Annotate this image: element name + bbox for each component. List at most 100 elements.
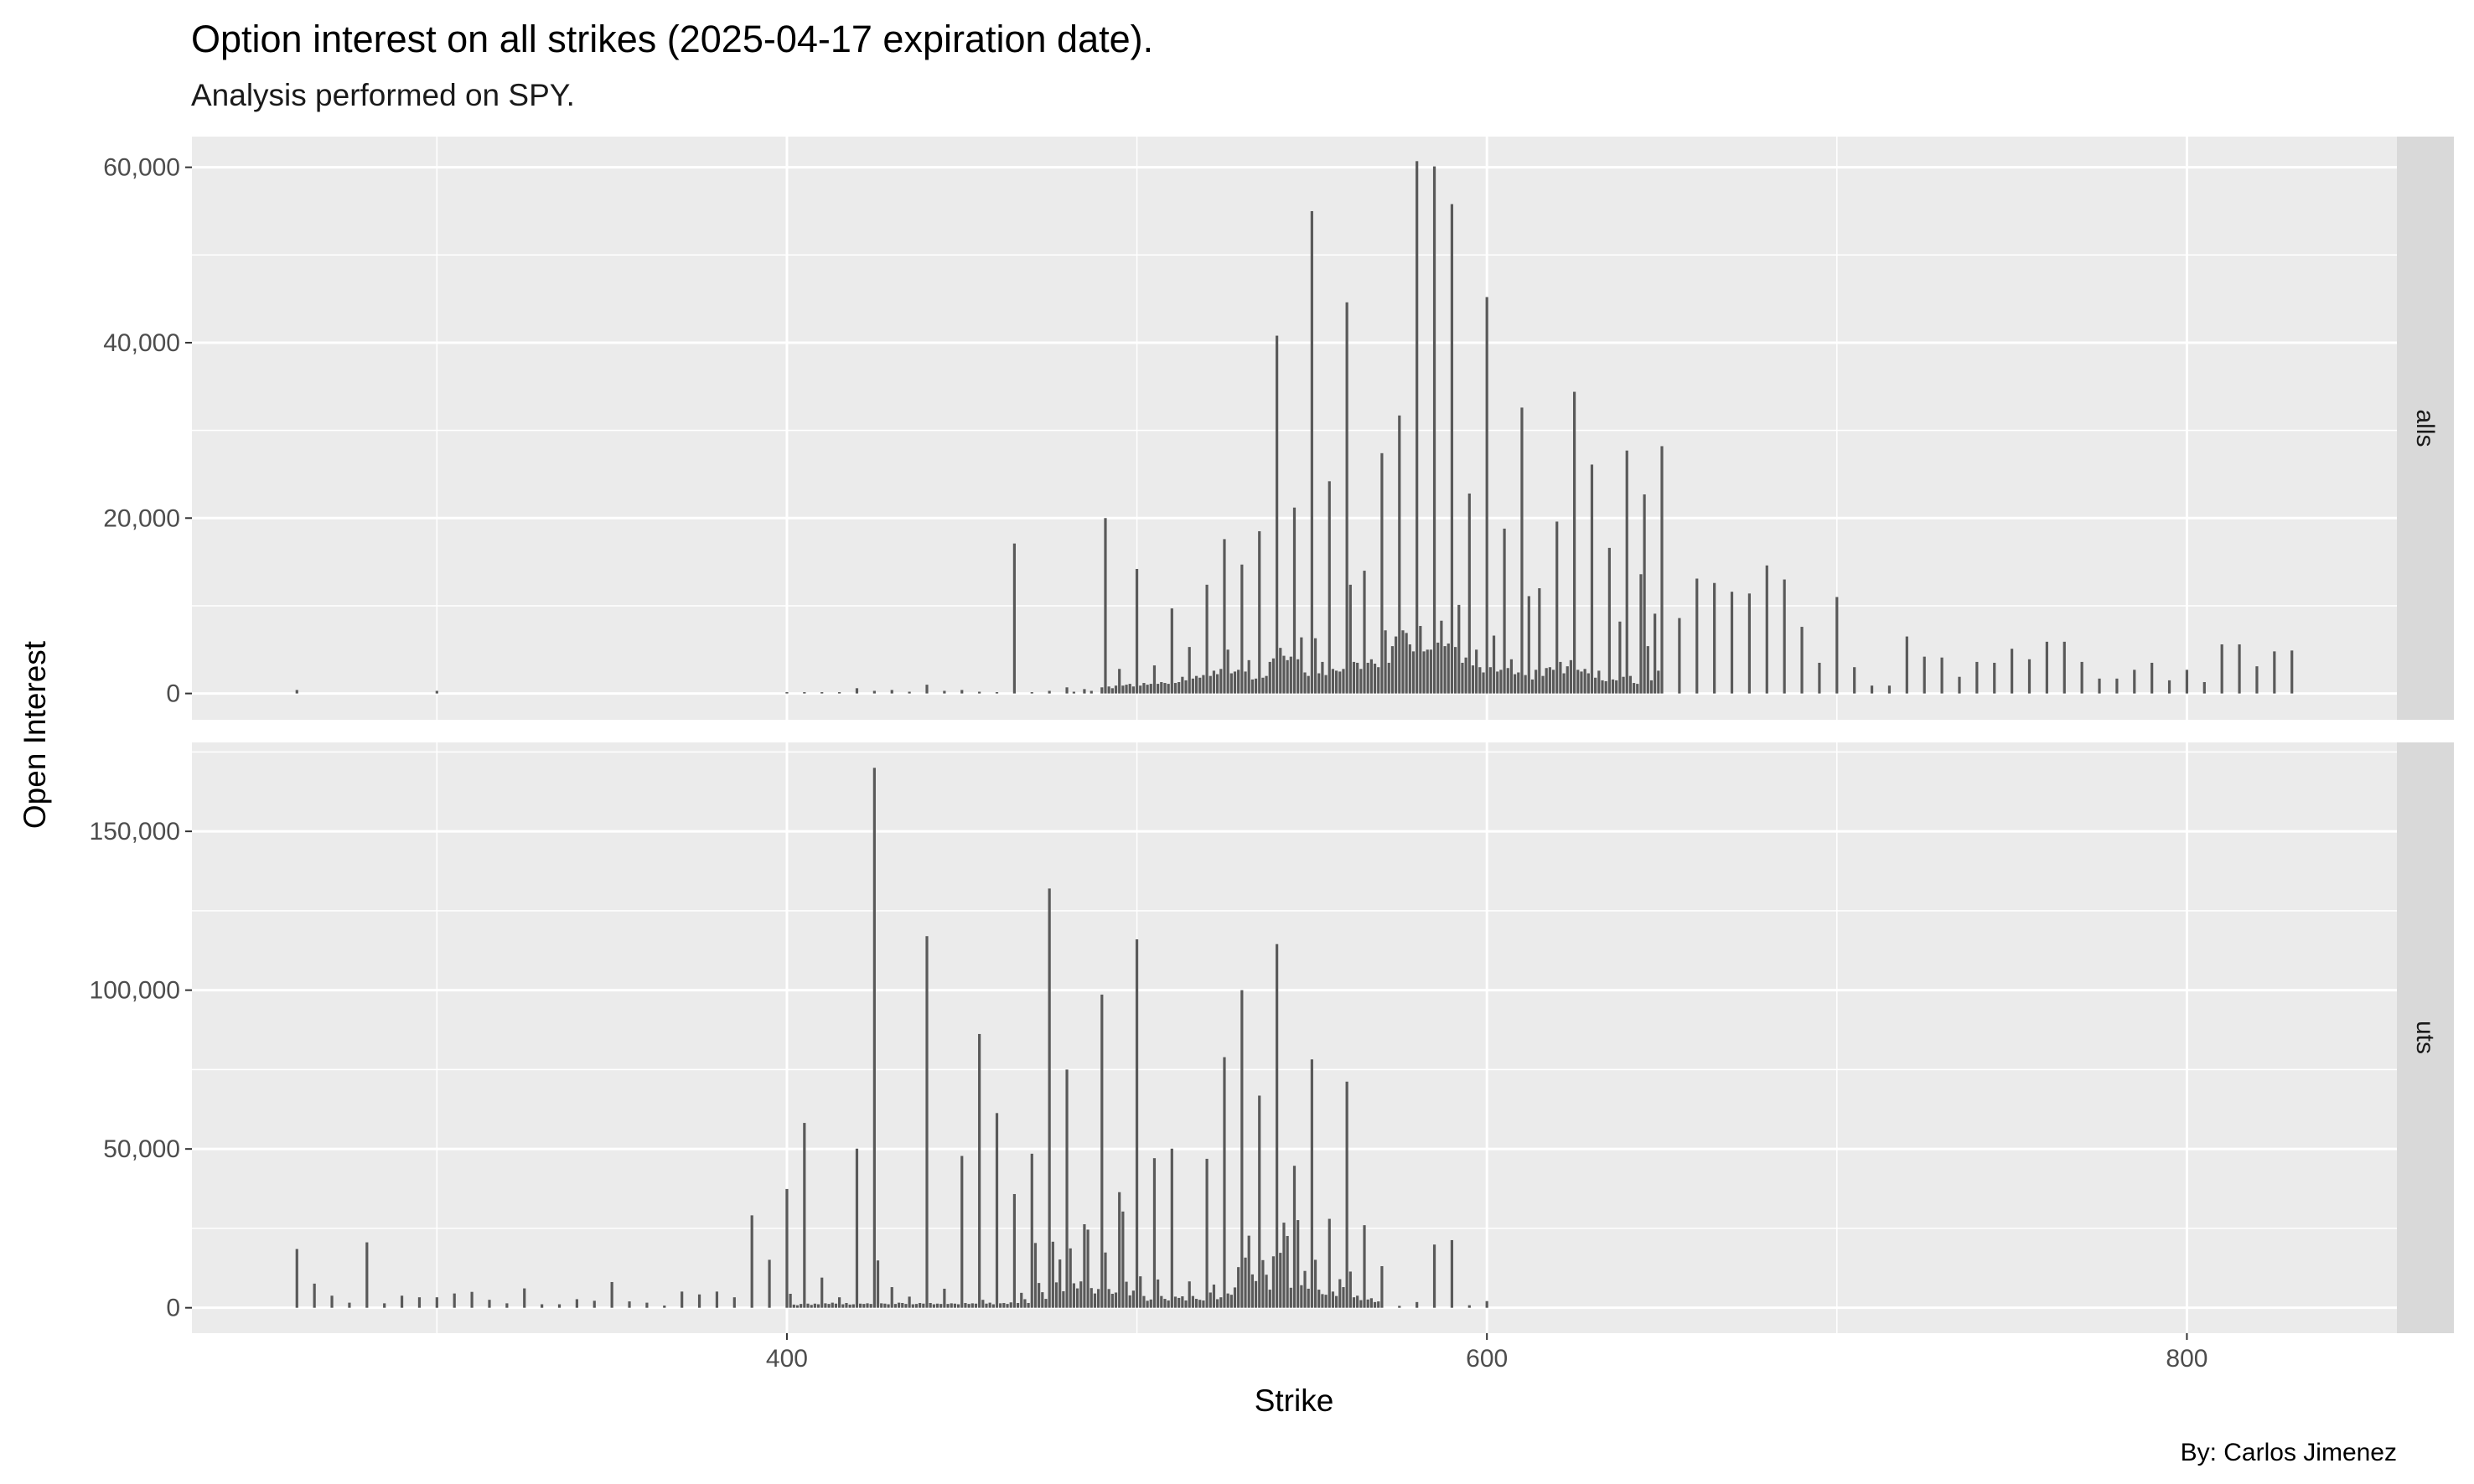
bar [1416,1301,1419,1308]
bar [1054,1282,1058,1308]
bar [1198,677,1202,694]
bar [1048,888,1051,1308]
bar [1152,1158,1157,1308]
bar [1643,494,1646,694]
bar [768,1259,771,1308]
bar [750,1215,753,1308]
bar [1188,647,1191,694]
bar [1678,618,1681,694]
bar [1181,676,1184,694]
bar [1083,1223,1086,1308]
bar [1121,1211,1125,1308]
bar [1089,690,1093,694]
bar [1023,1299,1027,1308]
bar [2151,662,2154,694]
bar [1622,676,1625,694]
bar [1313,638,1317,694]
bar [1163,683,1167,694]
bar [1310,210,1313,694]
bar [824,1303,827,1308]
bar [1366,1299,1369,1308]
x-axis-title: Strike [1255,1383,1334,1418]
bar [1229,1295,1233,1308]
bar [785,1188,789,1308]
bar [1363,1225,1366,1308]
bar [837,1297,841,1308]
bar [1923,656,1926,694]
bar [1289,656,1292,694]
bar [1520,407,1524,694]
bar [911,1304,914,1308]
bar [1467,1305,1471,1308]
bar [890,690,893,694]
bar [628,1301,631,1308]
bar [1240,564,1244,694]
bar [1177,681,1181,694]
bar [1104,1252,1107,1308]
bar [1065,687,1069,694]
bar [1590,464,1594,694]
bar [488,1300,491,1308]
bar [1041,1292,1044,1308]
bar [435,1297,438,1308]
bar [2063,641,2066,694]
bar [2167,680,2171,694]
bar [946,1304,950,1308]
bar [1328,481,1331,694]
bar [1209,1292,1212,1308]
bar [1835,597,1839,694]
bar [1125,685,1128,694]
strip-label-alls: alls [2411,409,2439,447]
bar [1097,1289,1100,1308]
bar [697,1294,701,1308]
bar [1348,584,1352,694]
bar [1454,647,1457,694]
bar [1188,1281,1191,1308]
bar [2290,650,2294,694]
bar [831,1302,834,1308]
bar [2220,644,2223,694]
bar [985,1303,988,1308]
bar [816,1304,820,1308]
bars-uts [295,768,1488,1308]
x-tick-label: 400 [766,1345,808,1373]
bar [1303,1270,1307,1308]
bar [1212,1285,1216,1308]
bar [1559,661,1562,694]
chart-subtitle: Analysis performed on SPY. [191,78,575,112]
bar [1247,659,1250,694]
bar [1118,669,1121,694]
bar [1569,659,1573,694]
bar [1615,680,1618,694]
bar [1184,680,1188,694]
bar [1471,665,1475,694]
bar [1783,579,1786,694]
bar [1250,679,1254,694]
bar [922,1303,925,1308]
bar [1254,678,1258,694]
bar [995,692,999,694]
bar [1450,1239,1454,1308]
bar [453,1293,456,1308]
bar [1030,692,1033,694]
bar [1377,1301,1380,1308]
bar [1131,1290,1135,1308]
y-tick-label: 0 [166,680,180,708]
bar [827,1304,831,1308]
bar [904,1304,908,1308]
bar [1905,636,1908,694]
bar [932,1304,935,1308]
bar [1002,1302,1006,1308]
bar [1170,608,1173,694]
bar [663,1306,666,1308]
bar [935,1303,939,1308]
bar [1488,667,1492,694]
bar [383,1303,386,1308]
bar [908,1296,911,1308]
bar [1747,593,1752,694]
bar [1121,685,1125,694]
bar [1657,670,1660,694]
bar [1649,680,1654,694]
bar [1205,1158,1209,1308]
bar [866,1303,869,1308]
